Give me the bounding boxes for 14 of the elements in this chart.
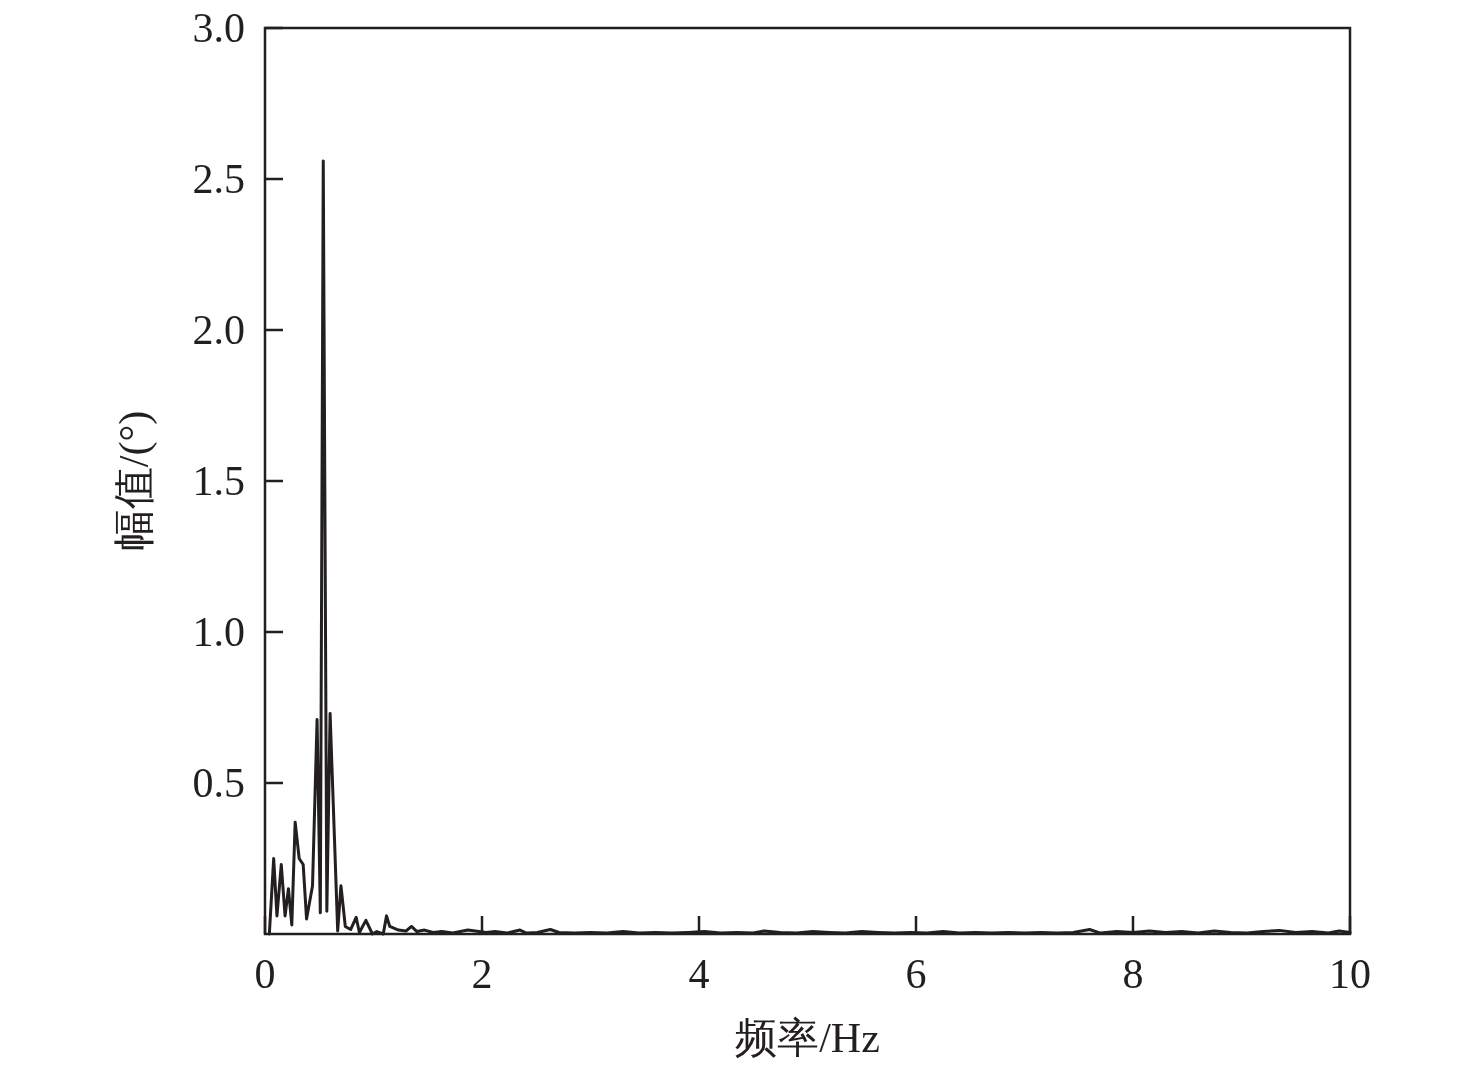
x-tick-label: 4 bbox=[688, 951, 710, 997]
x-tick-label: 2 bbox=[471, 951, 493, 997]
y-tick-label: 1.5 bbox=[192, 458, 245, 504]
y-axis-title: 幅值/(°) bbox=[111, 410, 158, 552]
y-tick-label: 2.5 bbox=[192, 156, 245, 202]
y-tick-label: 2.0 bbox=[192, 307, 245, 353]
y-tick-label: 1.0 bbox=[192, 609, 245, 655]
y-tick-label: 0.5 bbox=[192, 760, 245, 806]
x-tick-label: 10 bbox=[1329, 951, 1371, 997]
x-axis-title: 频率/Hz bbox=[735, 1015, 880, 1061]
y-tick-label: 3.0 bbox=[192, 5, 245, 51]
x-tick-label: 8 bbox=[1122, 951, 1144, 997]
x-tick-label: 0 bbox=[254, 951, 276, 997]
x-tick-label: 6 bbox=[905, 951, 927, 997]
